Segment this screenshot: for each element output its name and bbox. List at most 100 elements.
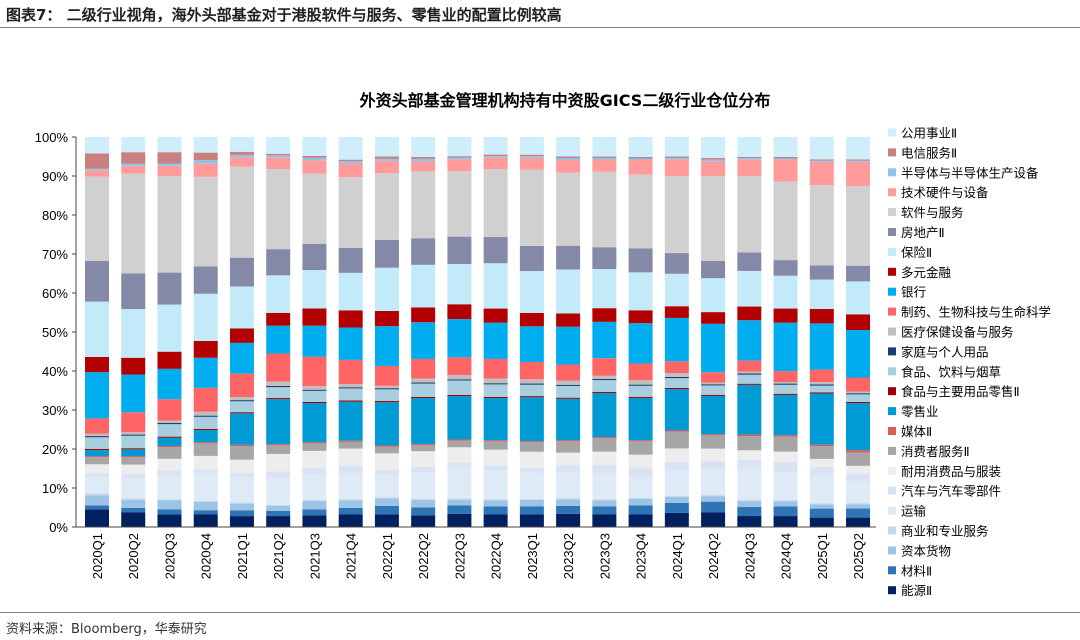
legend-swatch (888, 586, 896, 595)
bar-segment (628, 323, 653, 364)
bar-segment (846, 160, 871, 162)
bar-stack-2021Q3 (302, 137, 327, 527)
x-tick-label: 2021Q4 (344, 533, 359, 579)
bar-segment (701, 435, 726, 449)
bar-segment (809, 265, 834, 280)
bar-segment (374, 453, 399, 471)
bar-segment (411, 444, 436, 446)
bar-segment (664, 137, 689, 157)
bar-segment (266, 153, 291, 156)
bar-segment (266, 453, 291, 472)
bar-segment (773, 516, 798, 527)
bar-segment (193, 428, 218, 431)
bar-segment (193, 469, 218, 474)
bar-segment (374, 505, 399, 515)
bar-segment (85, 356, 109, 373)
figure-title: 图表7： 二级行业视角，海外头部基金对于港股软件与服务、零售业的配置比例较高 (6, 6, 562, 24)
bar-segment (85, 137, 109, 154)
bar-segment (556, 398, 581, 441)
bar-segment (773, 471, 798, 501)
bar-segment (483, 384, 508, 397)
bar-segment (157, 175, 182, 273)
bar-segment (483, 156, 508, 158)
bar-segment (592, 451, 617, 465)
bar-segment (229, 257, 254, 287)
bar-segment (519, 312, 544, 327)
bar-segment (519, 379, 544, 384)
bar-segment (85, 477, 109, 494)
bar-segment (447, 505, 472, 514)
bar-segment (374, 446, 399, 454)
bar-segment (592, 438, 617, 452)
bar-segment (374, 470, 399, 476)
x-axis: 2020Q1 2020Q2 2020Q3 2020Q4 2021Q1 2021Q2 2021… (76, 526, 876, 579)
bar-segment (809, 475, 834, 504)
bar-segment (85, 509, 109, 527)
bar-segment (157, 470, 182, 476)
bar-segment (411, 161, 436, 172)
bar-segment (447, 304, 472, 320)
bar-segment (701, 312, 726, 324)
legend-item: 资本货物 (888, 543, 951, 558)
bar-segment (664, 431, 689, 449)
bar-stack-2022Q2 (411, 137, 436, 527)
legend-swatch (888, 407, 896, 416)
bar-segment (556, 499, 581, 506)
bar-segment (338, 465, 363, 474)
bar-segment (737, 468, 762, 500)
bar-segment (846, 393, 871, 395)
bar-stack-2023Q4 (628, 137, 653, 527)
bar-segment (266, 504, 291, 506)
bar-segment (592, 473, 617, 500)
source-divider (0, 612, 1080, 613)
bar-segment (773, 451, 798, 462)
bar-segment (121, 448, 146, 450)
bar-segment (447, 499, 472, 506)
bar-segment (628, 272, 653, 311)
bar-segment (85, 372, 109, 419)
bar-segment (447, 447, 472, 463)
bar-segment (121, 273, 146, 309)
bar-segment (592, 160, 617, 172)
bar-stack-2022Q4 (483, 137, 508, 527)
legend-item: 多元金融 (888, 265, 952, 280)
bar-segment (701, 159, 726, 162)
bar-segment (556, 326, 581, 365)
bar-segment (302, 390, 327, 402)
legend-label: 汽车与汽车零部件 (901, 484, 1001, 499)
bar-segment (374, 239, 399, 268)
bar-segment (556, 364, 581, 381)
bar-segment (592, 380, 617, 392)
bar-segment (338, 387, 363, 389)
bar-segment (302, 386, 327, 390)
bar-segment (85, 260, 109, 302)
bar-segment (773, 506, 798, 517)
bar-segment (266, 510, 291, 517)
legend-label: 食品、饮料与烟草 (901, 364, 1001, 379)
bar-segment (592, 506, 617, 515)
bar-segment (737, 499, 762, 502)
legend-swatch (888, 228, 896, 236)
bar-segment (556, 380, 581, 385)
bar-segment (519, 498, 544, 500)
bar-segment (85, 433, 109, 437)
bar-segment (121, 173, 146, 274)
bar-segment (302, 160, 327, 174)
bar-segment (447, 498, 472, 500)
bar-segment (664, 496, 689, 503)
bar-segment (229, 516, 254, 527)
bar-segment (229, 328, 254, 343)
bar-segment (157, 436, 182, 438)
bar-segment (809, 160, 834, 162)
bar-segment (737, 137, 762, 157)
legend-swatch (888, 367, 896, 376)
bar-segment (374, 514, 399, 527)
bar-segment (266, 516, 291, 527)
bar-segment (121, 507, 146, 513)
bar-segment (628, 467, 653, 478)
legend-label: 材料Ⅱ (901, 563, 932, 578)
bar-segment (701, 448, 726, 462)
bar-segment (592, 269, 617, 309)
legend-label: 家庭与个人用品 (901, 344, 989, 359)
bar-segment (266, 381, 291, 386)
